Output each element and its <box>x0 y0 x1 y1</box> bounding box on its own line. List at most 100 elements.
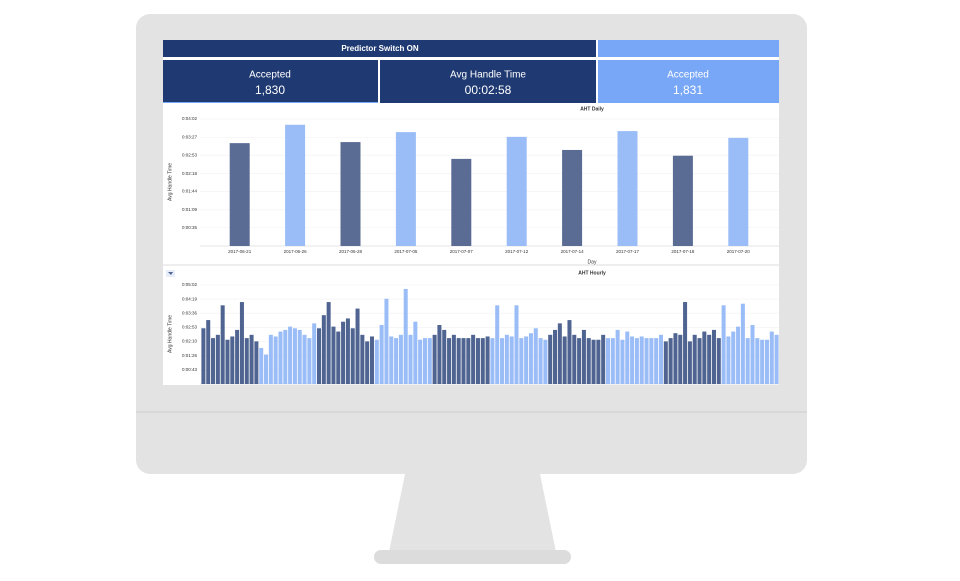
bar <box>395 132 416 246</box>
bar <box>215 334 220 384</box>
kpi-label: Accepted <box>249 70 291 81</box>
bar <box>745 338 750 384</box>
bar <box>726 336 731 384</box>
bar <box>548 334 553 384</box>
bar <box>331 326 336 384</box>
bar <box>201 328 206 384</box>
kpi-card <box>380 60 596 103</box>
bar <box>500 338 505 384</box>
bar <box>239 302 244 384</box>
bar <box>654 338 659 384</box>
bar <box>288 326 293 384</box>
y-axis-label: Avg Handle Time <box>167 163 173 201</box>
bar <box>639 336 644 384</box>
bar <box>244 338 249 384</box>
bar <box>461 338 466 384</box>
bar <box>495 305 500 384</box>
bar <box>581 329 586 384</box>
bar <box>707 334 712 384</box>
bar <box>285 124 306 246</box>
bar <box>644 338 649 384</box>
bar <box>307 338 312 384</box>
bar <box>668 338 673 384</box>
y-tick-label: 0:04:02 <box>182 116 198 121</box>
bar <box>471 334 476 384</box>
bar <box>259 347 264 384</box>
bar <box>475 338 480 384</box>
header-title: Predictor Switch ON <box>341 44 419 53</box>
bar <box>249 334 254 384</box>
bar <box>586 338 591 384</box>
y-tick-label: 0:02:18 <box>182 171 198 176</box>
bar <box>413 321 418 384</box>
bar <box>692 334 697 384</box>
y-tick-label: 0:00:35 <box>182 225 198 230</box>
bar <box>418 339 423 384</box>
kpi-value: 1,831 <box>673 83 703 97</box>
bar <box>591 339 596 384</box>
bar <box>678 334 683 384</box>
y-tick-label: 0:01:44 <box>182 189 198 194</box>
bar <box>533 328 538 384</box>
bar <box>567 320 572 384</box>
bar <box>596 339 601 384</box>
bar <box>456 338 461 384</box>
x-tick-label: 2017-07-05 <box>394 249 418 254</box>
bar <box>384 298 389 384</box>
monitor-stand <box>389 474 556 552</box>
bar <box>345 318 350 384</box>
bar <box>317 328 322 384</box>
bar <box>422 338 427 384</box>
bar <box>369 336 374 384</box>
bar <box>606 338 611 384</box>
header-bar <box>163 40 596 57</box>
bar <box>750 324 755 384</box>
bar <box>389 336 394 384</box>
bar <box>764 339 769 384</box>
x-tick-label: 2017-07-17 <box>616 249 640 254</box>
bar <box>562 149 583 246</box>
x-tick-label: 2017-06-28 <box>339 249 363 254</box>
bar <box>341 321 346 384</box>
bar <box>432 334 437 384</box>
bar <box>379 324 384 384</box>
bar <box>740 303 745 384</box>
bar <box>731 331 736 384</box>
bar <box>572 334 577 384</box>
kpi-label: Accepted <box>667 70 709 81</box>
bar <box>658 334 663 384</box>
x-tick-label: 2017-07-18 <box>671 249 695 254</box>
bar <box>538 338 543 384</box>
bar <box>451 334 456 384</box>
bar <box>273 336 278 384</box>
bar <box>427 338 432 384</box>
bar <box>736 326 741 384</box>
bar <box>206 320 211 384</box>
bar <box>617 131 638 246</box>
bar <box>630 336 635 384</box>
bar <box>663 341 668 384</box>
bar <box>230 336 235 384</box>
header-bar-right <box>598 40 779 57</box>
bar <box>229 143 250 246</box>
bar <box>697 338 702 384</box>
kpi-label: Avg Handle Time <box>450 70 526 81</box>
y-tick-label: 0:04:19 <box>182 296 198 301</box>
bar <box>601 334 606 384</box>
chart-title: AHT Hourly <box>578 270 606 276</box>
x-axis-label: Day <box>588 259 597 265</box>
bar <box>514 305 519 384</box>
bar <box>634 338 639 384</box>
bar <box>398 334 403 384</box>
bar <box>321 315 326 384</box>
kpi-card <box>598 60 779 103</box>
bar <box>625 331 630 384</box>
bar <box>235 329 240 384</box>
bar <box>437 324 442 384</box>
bar <box>702 331 707 384</box>
bar <box>485 336 490 384</box>
bar <box>297 329 302 384</box>
bar <box>408 334 413 384</box>
bar <box>355 308 360 384</box>
